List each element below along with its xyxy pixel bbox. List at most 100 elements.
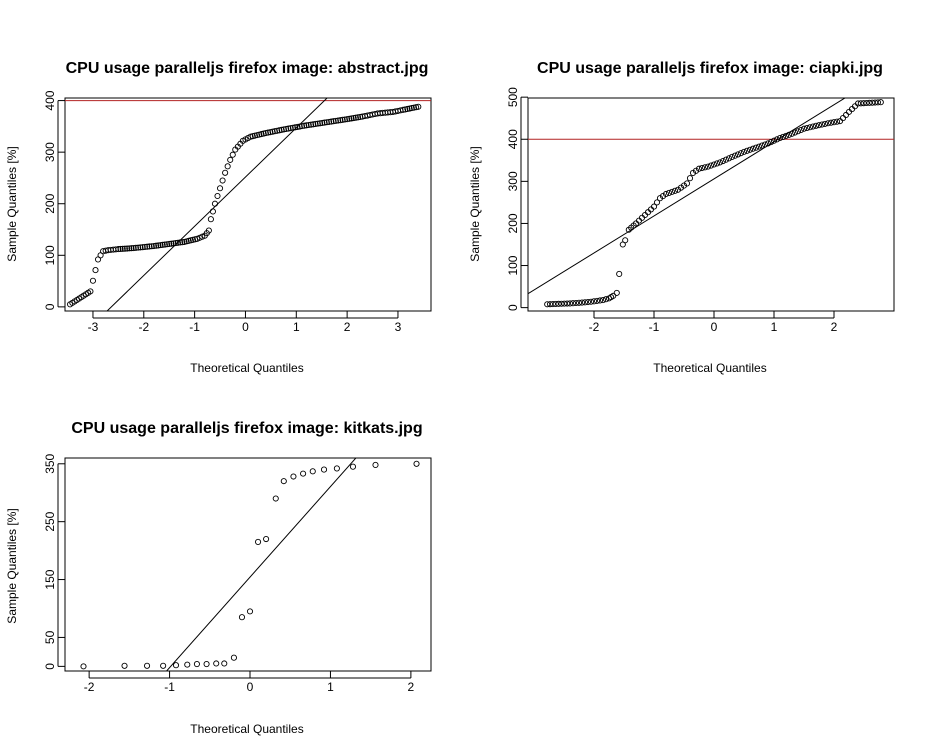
data-point [179, 239, 186, 246]
data-point [272, 495, 279, 502]
data-point [872, 99, 879, 106]
data-point [613, 289, 620, 296]
x-tick-label: 2 [831, 320, 838, 334]
data-point [704, 163, 712, 170]
data-point [701, 164, 709, 171]
data-point [265, 129, 272, 136]
data-point [869, 99, 876, 106]
data-point [584, 298, 592, 306]
data-point [707, 162, 715, 169]
x-tick-label: 2 [408, 680, 415, 694]
plot-frame [64, 457, 432, 672]
data-point [734, 151, 742, 158]
x-tick-label: 3 [395, 320, 402, 334]
y-tick-label: 300 [506, 171, 520, 191]
data-point [229, 151, 236, 158]
data-point [119, 245, 126, 252]
data-point [671, 187, 679, 194]
data-point [219, 177, 226, 184]
data-point [809, 123, 817, 130]
data-point [415, 103, 422, 110]
data-point [794, 128, 802, 135]
data-point [740, 148, 748, 155]
data-point [328, 118, 335, 125]
y-tick-label: 0 [506, 304, 520, 311]
data-point [300, 470, 307, 477]
data-point [743, 147, 751, 154]
data-point [558, 300, 565, 307]
data-point [339, 116, 346, 123]
plot-frame [527, 97, 895, 312]
data-point [779, 133, 787, 140]
data-point [713, 160, 721, 167]
data-point [827, 119, 835, 126]
data-point [141, 243, 148, 250]
qq-line [106, 98, 328, 311]
data-point [246, 608, 254, 615]
data-point [860, 100, 867, 107]
data-point [761, 141, 769, 148]
y-tick-label: 300 [43, 142, 57, 162]
data-point [410, 104, 417, 111]
data-point [267, 129, 274, 136]
data-point [283, 125, 290, 132]
data-point [719, 157, 727, 165]
data-point [752, 144, 760, 151]
data-point [214, 192, 221, 200]
data-point [776, 134, 784, 142]
y-tick-label: 200 [43, 193, 57, 213]
data-point [399, 106, 407, 113]
data-point [683, 180, 691, 187]
data-point [211, 200, 219, 207]
data-point [404, 105, 411, 113]
qq-plot-ciapki: CPU usage paralleljs firefox image: ciap… [468, 60, 895, 375]
data-point [161, 241, 168, 248]
data-point [863, 99, 870, 107]
data-point [791, 129, 799, 136]
data-point [121, 245, 128, 252]
y-tick-label: 200 [506, 213, 520, 233]
y-axis-title: Sample Quantiles [%] [5, 146, 19, 261]
data-point [818, 121, 826, 128]
data-point [280, 478, 287, 485]
data-point [139, 244, 146, 251]
x-tick-label: 0 [247, 680, 254, 694]
x-tick-label: 0 [711, 320, 718, 334]
data-point [115, 246, 122, 253]
data-point [298, 123, 305, 130]
data-point [320, 466, 328, 473]
y-tick-label: 0 [43, 303, 57, 310]
qq-plot-abstract: CPU usage paralleljs firefox image: abst… [5, 60, 432, 375]
x-tick-label: -3 [88, 320, 99, 334]
data-point [121, 662, 128, 669]
data-point [561, 300, 568, 307]
data-point [153, 242, 160, 249]
data-point [857, 100, 864, 107]
data-point [352, 114, 359, 121]
qq-line [165, 458, 357, 671]
data-point [770, 137, 778, 144]
data-point [128, 245, 135, 252]
data-point [722, 156, 730, 163]
data-point [335, 117, 342, 124]
data-point [148, 243, 155, 250]
data-point [314, 120, 321, 127]
data-point [307, 121, 315, 128]
data-point [216, 185, 224, 192]
y-axis-title: Sample Quantiles [%] [468, 146, 482, 261]
data-point [725, 155, 733, 162]
data-point [146, 243, 153, 250]
data-point [287, 125, 294, 132]
plot-area [80, 458, 420, 671]
data-point [326, 118, 333, 125]
data-point [227, 156, 234, 163]
data-point [346, 115, 353, 122]
data-point [547, 301, 554, 308]
data-point [222, 169, 229, 176]
y-tick-label: 0 [43, 663, 57, 670]
y-tick-label: 250 [43, 511, 57, 531]
data-point [238, 614, 246, 621]
data-point [209, 208, 216, 215]
data-point [80, 663, 87, 670]
